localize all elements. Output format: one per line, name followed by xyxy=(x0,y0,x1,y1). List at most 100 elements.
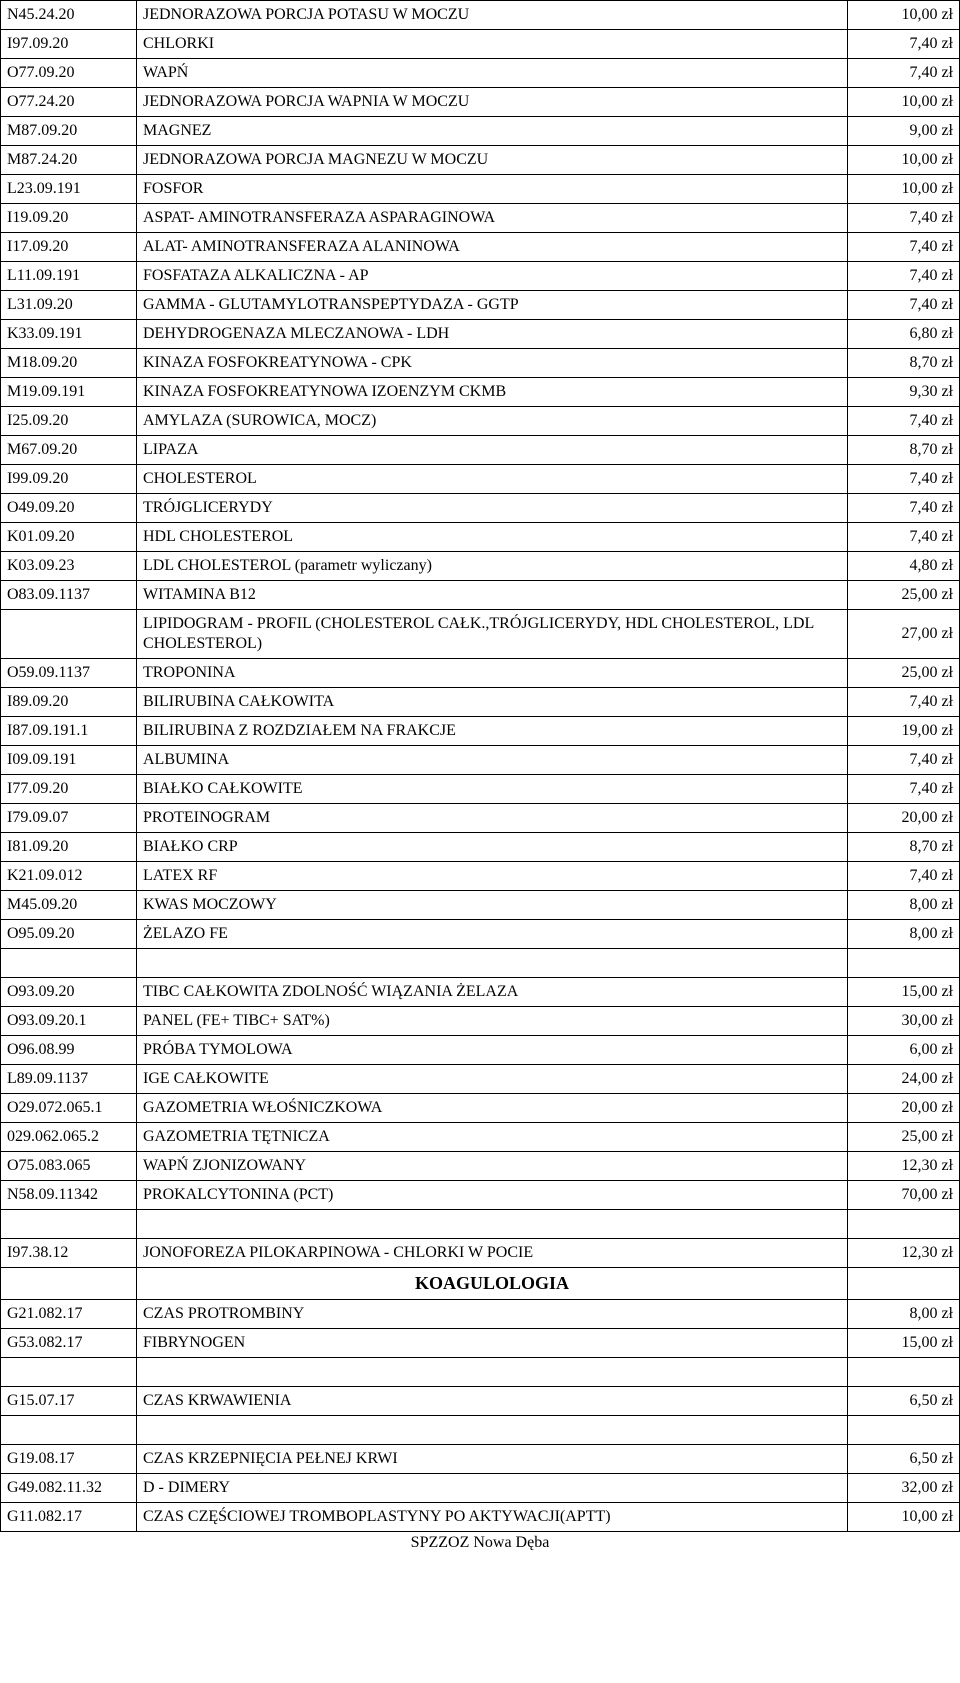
name-cell: LIPAZA xyxy=(137,436,848,465)
table-row: N45.24.20JEDNORAZOWA PORCJA POTASU W MOC… xyxy=(1,1,960,30)
code-cell: O93.09.20.1 xyxy=(1,1007,137,1036)
price-cell: 25,00 zł xyxy=(848,581,960,610)
name-cell: GAZOMETRIA WŁOŚNICZKOWA xyxy=(137,1094,848,1123)
name-cell: CZAS PROTROMBINY xyxy=(137,1299,848,1328)
price-cell: 9,30 zł xyxy=(848,378,960,407)
code-cell: I87.09.191.1 xyxy=(1,717,137,746)
name-cell: ALBUMINA xyxy=(137,746,848,775)
name-cell: JONOFOREZA PILOKARPINOWA - CHLORKI W POC… xyxy=(137,1239,848,1268)
code-cell: L23.09.191 xyxy=(1,175,137,204)
price-cell: 8,70 zł xyxy=(848,436,960,465)
price-cell: 7,40 zł xyxy=(848,59,960,88)
price-cell: 32,00 zł xyxy=(848,1473,960,1502)
empty-cell xyxy=(848,1415,960,1444)
code-cell: O96.08.99 xyxy=(1,1036,137,1065)
name-cell: KINAZA FOSFOKREATYNOWA - CPK xyxy=(137,349,848,378)
price-cell: 7,40 zł xyxy=(848,494,960,523)
price-cell: 27,00 zł xyxy=(848,610,960,659)
table-row: I25.09.20AMYLAZA (SUROWICA, MOCZ)7,40 zł xyxy=(1,407,960,436)
name-cell: CHOLESTEROL xyxy=(137,465,848,494)
price-cell: 15,00 zł xyxy=(848,978,960,1007)
code-cell: K33.09.191 xyxy=(1,320,137,349)
price-cell: 12,30 zł xyxy=(848,1152,960,1181)
price-cell: 9,00 zł xyxy=(848,117,960,146)
code-cell: I19.09.20 xyxy=(1,204,137,233)
code-cell: O93.09.20 xyxy=(1,978,137,1007)
name-cell: BILIRUBINA Z ROZDZIAŁEM NA FRAKCJE xyxy=(137,717,848,746)
name-cell: D - DIMERY xyxy=(137,1473,848,1502)
code-cell: L89.09.1137 xyxy=(1,1065,137,1094)
name-cell: PANEL (FE+ TIBC+ SAT%) xyxy=(137,1007,848,1036)
price-cell: 10,00 zł xyxy=(848,1502,960,1531)
price-cell: 6,50 zł xyxy=(848,1386,960,1415)
name-cell: TIBC CAŁKOWITA ZDOLNOŚĆ WIĄZANIA ŻELAZA xyxy=(137,978,848,1007)
table-row: M19.09.191KINAZA FOSFOKREATYNOWA IZOENZY… xyxy=(1,378,960,407)
code-cell: G53.082.17 xyxy=(1,1328,137,1357)
price-cell: 8,00 zł xyxy=(848,891,960,920)
price-cell: 7,40 zł xyxy=(848,233,960,262)
name-cell: ASPAT- AMINOTRANSFERAZA ASPARAGINOWA xyxy=(137,204,848,233)
table-row: I87.09.191.1BILIRUBINA Z ROZDZIAŁEM NA F… xyxy=(1,717,960,746)
table-row: 029.062.065.2GAZOMETRIA TĘTNICZA25,00 zł xyxy=(1,1123,960,1152)
price-cell: 30,00 zł xyxy=(848,1007,960,1036)
code-cell xyxy=(1,610,137,659)
table-row: O59.09.1137TROPONINA25,00 zł xyxy=(1,659,960,688)
name-cell: GAZOMETRIA TĘTNICZA xyxy=(137,1123,848,1152)
name-cell: BIAŁKO CAŁKOWITE xyxy=(137,775,848,804)
table-row: G49.082.11.32D - DIMERY32,00 zł xyxy=(1,1473,960,1502)
code-cell: M87.24.20 xyxy=(1,146,137,175)
code-cell: N45.24.20 xyxy=(1,1,137,30)
code-cell: O77.09.20 xyxy=(1,59,137,88)
empty-cell xyxy=(137,1415,848,1444)
spacer-row xyxy=(1,1357,960,1386)
name-cell: KWAS MOCZOWY xyxy=(137,891,848,920)
code-cell: G21.082.17 xyxy=(1,1299,137,1328)
price-cell: 10,00 zł xyxy=(848,175,960,204)
table-row: O83.09.1137WITAMINA B1225,00 zł xyxy=(1,581,960,610)
table-row: I81.09.20BIAŁKO CRP8,70 zł xyxy=(1,833,960,862)
table-row: O49.09.20TRÓJGLICERYDY7,40 zł xyxy=(1,494,960,523)
price-cell: 10,00 zł xyxy=(848,146,960,175)
price-cell: 8,70 zł xyxy=(848,349,960,378)
code-cell: I97.09.20 xyxy=(1,30,137,59)
price-cell: 8,00 zł xyxy=(848,1299,960,1328)
empty-cell xyxy=(1,1415,137,1444)
price-cell: 10,00 zł xyxy=(848,1,960,30)
price-cell: 70,00 zł xyxy=(848,1181,960,1210)
name-cell: IGE CAŁKOWITE xyxy=(137,1065,848,1094)
code-cell: I25.09.20 xyxy=(1,407,137,436)
code-cell: L31.09.20 xyxy=(1,291,137,320)
name-cell: MAGNEZ xyxy=(137,117,848,146)
price-cell: 7,40 zł xyxy=(848,407,960,436)
code-cell: G49.082.11.32 xyxy=(1,1473,137,1502)
table-row: O95.09.20ŻELAZO FE8,00 zł xyxy=(1,920,960,949)
empty-cell xyxy=(848,1268,960,1300)
name-cell: LATEX RF xyxy=(137,862,848,891)
code-cell: L11.09.191 xyxy=(1,262,137,291)
table-row: O93.09.20.1PANEL (FE+ TIBC+ SAT%)30,00 z… xyxy=(1,1007,960,1036)
section-header: KOAGULOLOGIA xyxy=(137,1268,848,1300)
empty-cell xyxy=(848,949,960,978)
name-cell: ALAT- AMINOTRANSFERAZA ALANINOWA xyxy=(137,233,848,262)
spacer-row xyxy=(1,949,960,978)
name-cell: CZAS KRZEPNIĘCIA PEŁNEJ KRWI xyxy=(137,1444,848,1473)
price-cell: 4,80 zł xyxy=(848,552,960,581)
table-row: K01.09.20HDL CHOLESTEROL7,40 zł xyxy=(1,523,960,552)
name-cell: FOSFATAZA ALKALICZNA - AP xyxy=(137,262,848,291)
code-cell: O77.24.20 xyxy=(1,88,137,117)
table-row: I17.09.20ALAT- AMINOTRANSFERAZA ALANINOW… xyxy=(1,233,960,262)
price-cell: 20,00 zł xyxy=(848,1094,960,1123)
table-row: G15.07.17CZAS KRWAWIENIA6,50 zł xyxy=(1,1386,960,1415)
code-cell: I79.09.07 xyxy=(1,804,137,833)
name-cell: BILIRUBINA CAŁKOWITA xyxy=(137,688,848,717)
name-cell: WITAMINA B12 xyxy=(137,581,848,610)
code-cell: G15.07.17 xyxy=(1,1386,137,1415)
code-cell: I09.09.191 xyxy=(1,746,137,775)
price-cell: 8,00 zł xyxy=(848,920,960,949)
table-row: O93.09.20TIBC CAŁKOWITA ZDOLNOŚĆ WIĄZANI… xyxy=(1,978,960,1007)
table-row: I97.38.12JONOFOREZA PILOKARPINOWA - CHLO… xyxy=(1,1239,960,1268)
name-cell: CHLORKI xyxy=(137,30,848,59)
price-cell: 25,00 zł xyxy=(848,659,960,688)
table-row: O96.08.99PRÓBA TYMOLOWA6,00 zł xyxy=(1,1036,960,1065)
table-row: I79.09.07PROTEINOGRAM20,00 zł xyxy=(1,804,960,833)
